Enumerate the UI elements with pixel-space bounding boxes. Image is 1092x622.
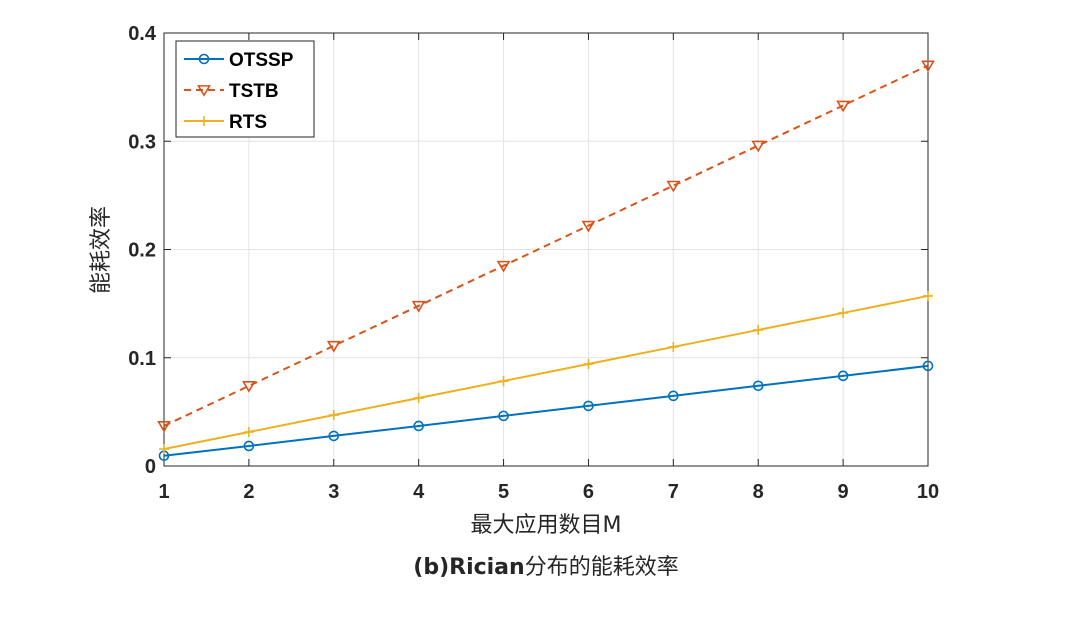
data-point-tstb xyxy=(241,380,256,393)
data-point-otssp xyxy=(413,420,424,432)
x-axis-label: 最大应用数目M xyxy=(471,513,622,538)
y-tick-label: 0 xyxy=(145,456,156,478)
data-point-rts xyxy=(498,376,509,387)
data-point-rts xyxy=(328,410,339,421)
data-point-otssp xyxy=(922,360,934,372)
x-tick-label: 4 xyxy=(413,481,425,503)
data-point-otssp xyxy=(837,370,849,382)
y-tick-label: 0.3 xyxy=(128,131,156,153)
legend-marker xyxy=(198,53,210,65)
series-line-tstb xyxy=(163,64,929,427)
x-tick-label: 2 xyxy=(243,481,254,503)
x-tick-label: 1 xyxy=(158,481,169,503)
data-point-tstb xyxy=(496,260,511,273)
x-tick-label: 8 xyxy=(753,481,764,503)
x-tick-label: 6 xyxy=(583,481,594,503)
data-point-tstb xyxy=(666,180,681,193)
y-tick-label: 0.4 xyxy=(128,23,157,45)
legend-label: TSTB xyxy=(229,81,279,102)
data-point-tstb xyxy=(581,220,596,233)
data-point-tstb xyxy=(157,421,171,433)
data-point-otssp xyxy=(328,430,340,442)
x-tick-label: 5 xyxy=(498,481,509,503)
legend-item-rts: RTS xyxy=(184,112,267,133)
series-otssp xyxy=(158,360,934,462)
y-tick-label: 0.1 xyxy=(128,348,156,370)
data-point-otssp xyxy=(752,380,764,392)
data-point-rts xyxy=(753,324,764,335)
data-point-rts xyxy=(413,393,424,404)
y-tick-label: 0.2 xyxy=(128,240,156,262)
figure-caption-suffix: 分布的能耗效率 xyxy=(525,555,679,580)
x-tick-label: 3 xyxy=(328,481,339,503)
figure-caption-prefix: (b)Rician xyxy=(413,555,524,580)
data-point-tstb xyxy=(751,140,766,153)
series-layer xyxy=(157,60,935,462)
x-axis-label-text: 最大应用数目M xyxy=(471,513,622,538)
data-point-tstb xyxy=(326,340,341,353)
data-point-tstb xyxy=(411,300,426,313)
data-point-otssp xyxy=(243,440,255,452)
data-point-rts xyxy=(159,444,169,455)
series-line-otssp xyxy=(163,364,929,457)
x-tick-label: 7 xyxy=(668,481,679,503)
y-axis-label: 能耗效率 xyxy=(89,206,114,294)
figure-caption: (b)Rician分布的能耗效率 xyxy=(413,555,678,580)
data-point-otssp xyxy=(498,410,509,422)
legend-marker xyxy=(199,116,209,126)
series-rts xyxy=(159,290,933,455)
legend-marker xyxy=(197,85,211,97)
data-point-rts xyxy=(243,427,254,438)
x-tick-label: 9 xyxy=(838,481,849,503)
data-point-tstb xyxy=(921,60,935,73)
x-tick-label: 10 xyxy=(917,481,939,503)
data-point-tstb xyxy=(836,100,851,113)
series-line-rts xyxy=(163,294,929,450)
legend-item-otssp: OTSSP xyxy=(184,50,294,71)
data-point-rts xyxy=(838,307,849,318)
data-point-otssp xyxy=(583,400,594,412)
legend-label: OTSSP xyxy=(229,50,294,71)
legend: OTSSP TSTB RTS xyxy=(175,40,315,138)
data-point-rts xyxy=(923,290,933,301)
axis-ticks: 1 2 3 4 5 6 7 8 9 10 0 0.1 0.2 0.3 0.4 xyxy=(128,23,939,503)
data-point-otssp xyxy=(668,390,679,402)
series-tstb xyxy=(157,60,935,433)
legend-item-tstb: TSTB xyxy=(184,81,279,102)
legend-label: RTS xyxy=(229,112,267,133)
data-point-rts xyxy=(583,359,594,370)
data-point-rts xyxy=(668,341,679,352)
